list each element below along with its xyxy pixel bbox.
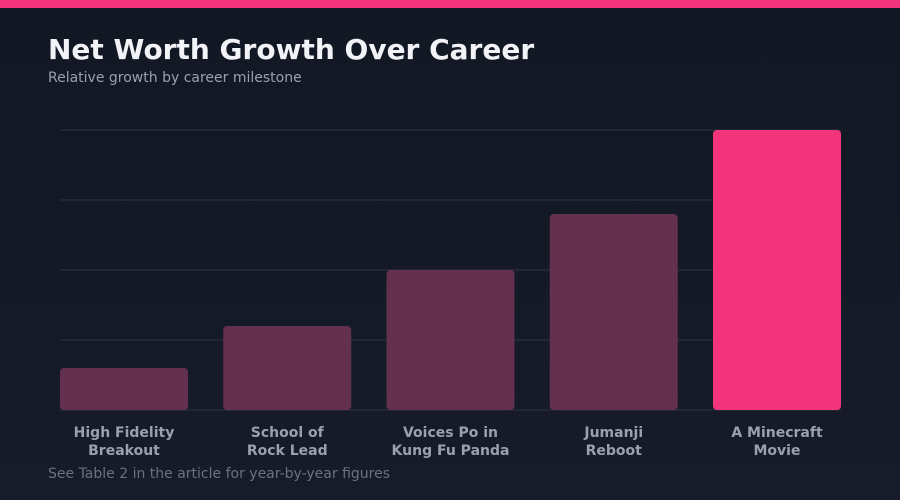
category-labels: High Fidelity Breakout School of Rock Lead V… [74, 425, 823, 459]
category-label: School of Rock Lead [247, 425, 328, 459]
chart-title: Net Worth Growth Over Career [48, 33, 535, 66]
category-label: High Fidelity Breakout [74, 425, 175, 459]
category-label-line: Movie [754, 443, 801, 459]
category-label: Jumanji Reboot [583, 425, 643, 459]
bar [60, 368, 188, 410]
category-label-line: Voices Po in [403, 425, 498, 441]
bar [713, 130, 841, 410]
category-label-line: A Minecraft [731, 425, 823, 441]
bar [549, 214, 678, 410]
bar [223, 326, 352, 410]
bar [386, 270, 515, 410]
bar-series [60, 130, 841, 410]
category-label-line: Rock Lead [247, 443, 328, 459]
footnote: See Table 2 in the article for year-by-y… [48, 466, 391, 482]
accent-stripe [0, 0, 900, 8]
category-label-line: School of [251, 425, 325, 441]
bar-chart: High Fidelity Breakout School of Rock Lead V… [60, 129, 841, 459]
chart-subtitle: Relative growth by career milestone [48, 70, 302, 86]
category-label-line: Breakout [88, 443, 160, 459]
category-label: A Minecraft Movie [731, 425, 823, 459]
category-label-line: Reboot [586, 443, 643, 459]
category-label-line: Jumanji [583, 425, 643, 441]
category-label-line: Kung Fu Panda [392, 443, 510, 459]
category-label-line: High Fidelity [74, 425, 175, 441]
category-label: Voices Po in Kung Fu Panda [392, 425, 510, 459]
